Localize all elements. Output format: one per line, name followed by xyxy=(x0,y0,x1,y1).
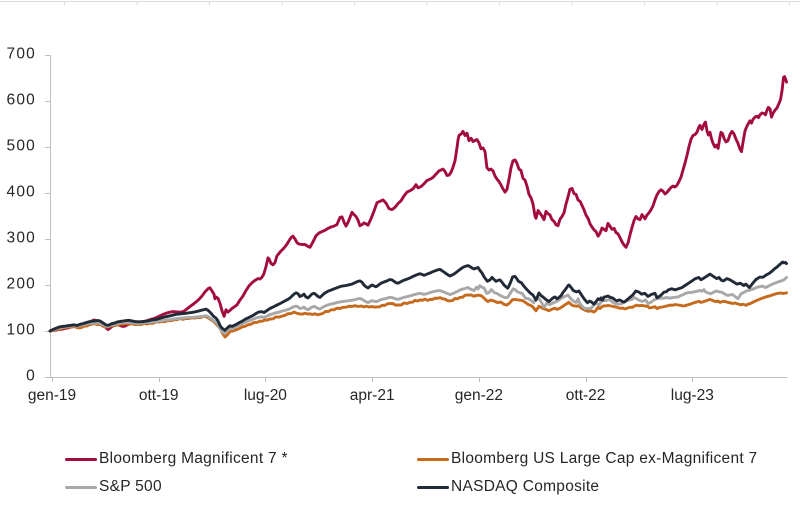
legend-item[interactable]: NASDAQ Composite xyxy=(417,478,600,496)
top-rule xyxy=(0,1,800,5)
legend-line-marker xyxy=(65,485,97,489)
y-axis-tick-label: 500 xyxy=(6,137,36,155)
legend-label: S&P 500 xyxy=(99,478,162,496)
y-axis-tick-label: 700 xyxy=(6,45,36,63)
x-axis-tick-label: gen-19 xyxy=(27,387,77,404)
legend-label: NASDAQ Composite xyxy=(451,478,600,496)
legend-item[interactable]: Bloomberg US Large Cap ex-Magnificent 7 xyxy=(417,450,758,468)
x-axis-tick-label: gen-22 xyxy=(454,387,504,404)
legend-label: Bloomberg Magnificent 7 * xyxy=(99,450,288,468)
series-line xyxy=(48,275,788,335)
x-axis-tick-label: lug-20 xyxy=(243,387,287,404)
axes xyxy=(45,55,788,382)
x-axis-tick-label: ott-19 xyxy=(138,387,179,404)
series-lines xyxy=(48,75,788,339)
series-line xyxy=(48,75,788,333)
y-axis-tick-label: 600 xyxy=(6,91,36,109)
legend-label: Bloomberg US Large Cap ex-Magnificent 7 xyxy=(451,450,758,468)
x-axis-tick-label: lug-23 xyxy=(670,387,714,404)
y-axis-tick-label: 400 xyxy=(6,183,36,201)
legend-item[interactable]: S&P 500 xyxy=(65,478,162,496)
y-axis-tick-label: 200 xyxy=(6,275,36,293)
legend-line-marker xyxy=(417,485,449,489)
legend-line-marker xyxy=(417,457,449,461)
y-axis-tick-label: 0 xyxy=(26,367,36,385)
y-axis-tick-label: 300 xyxy=(6,229,36,247)
legend-line-marker xyxy=(65,457,97,461)
series-line xyxy=(48,260,788,333)
y-axis-tick-label: 100 xyxy=(6,321,36,339)
x-axis-tick-label: apr-21 xyxy=(349,387,395,404)
x-axis-tick-label: ott-22 xyxy=(565,387,606,404)
legend-item[interactable]: Bloomberg Magnificent 7 * xyxy=(65,450,288,468)
